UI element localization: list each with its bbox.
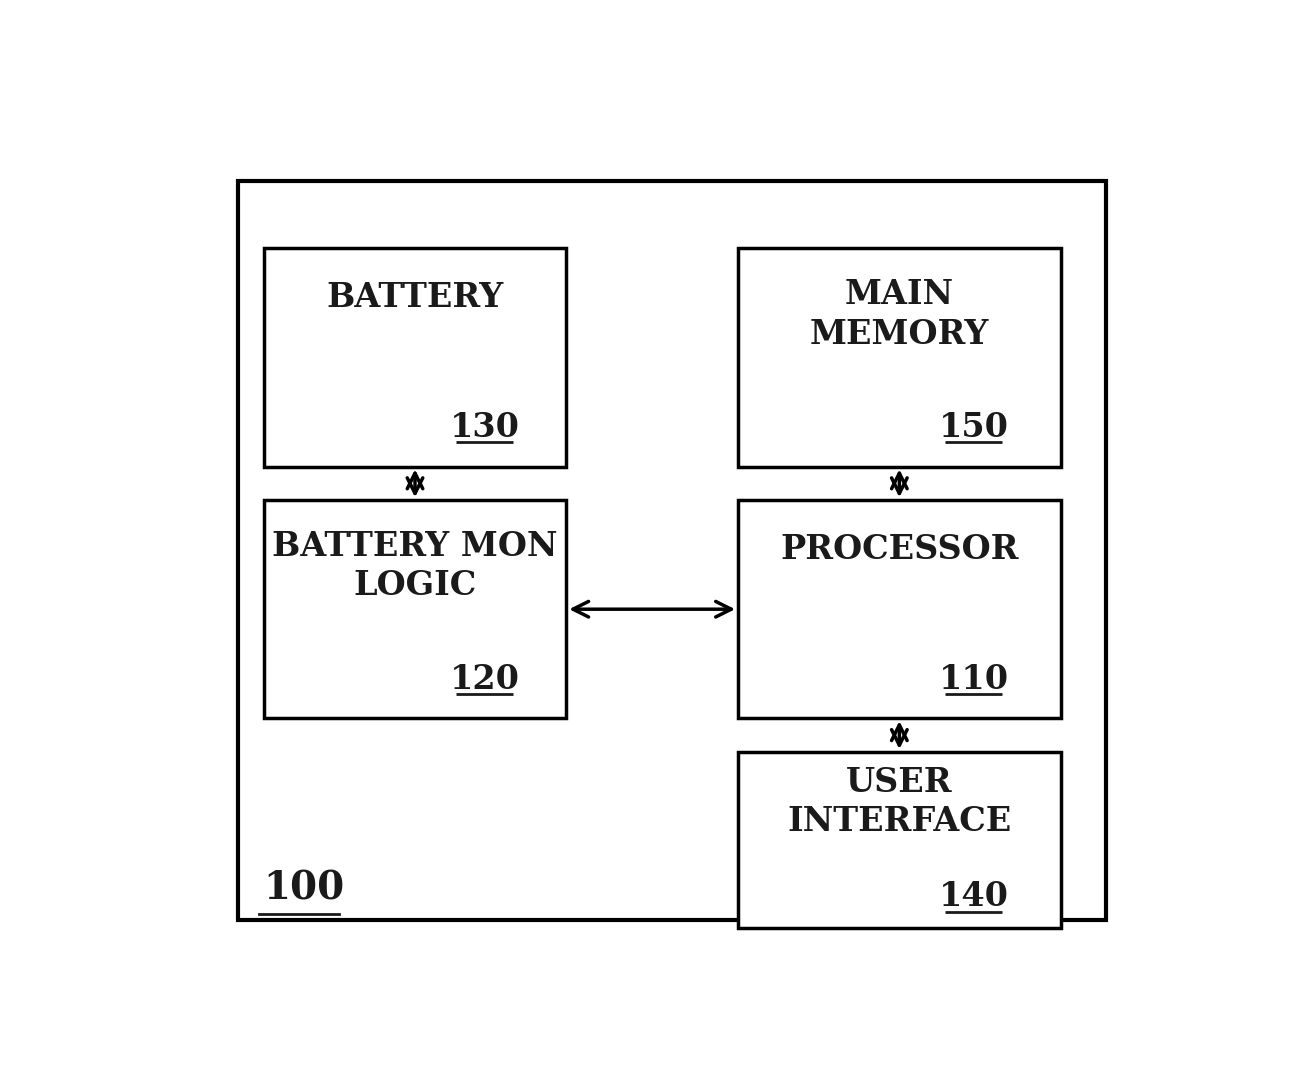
Text: 150: 150 (939, 411, 1009, 444)
Bar (238, 181, 1107, 920)
Bar (738, 249, 1061, 467)
Text: 130: 130 (449, 411, 519, 444)
Text: MAIN
MEMORY: MAIN MEMORY (810, 278, 990, 351)
Text: BATTERY MON
LOGIC: BATTERY MON LOGIC (272, 530, 557, 603)
Bar (263, 249, 566, 467)
Bar (738, 752, 1061, 928)
Text: USER
INTERFACE: USER INTERFACE (788, 766, 1012, 838)
Text: 140: 140 (939, 880, 1009, 913)
Text: BATTERY: BATTERY (327, 281, 504, 314)
Text: 120: 120 (449, 663, 519, 695)
Text: 110: 110 (939, 663, 1009, 695)
Bar (263, 500, 566, 718)
Text: 100: 100 (263, 869, 345, 907)
Text: PROCESSOR: PROCESSOR (780, 533, 1018, 566)
Bar (738, 500, 1061, 718)
